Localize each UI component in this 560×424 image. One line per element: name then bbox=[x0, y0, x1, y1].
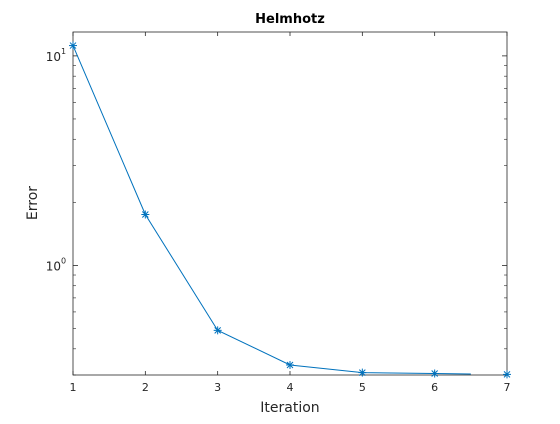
plot-area bbox=[73, 32, 507, 375]
x-tick-label: 2 bbox=[142, 381, 149, 394]
data-point-marker bbox=[69, 42, 77, 50]
y-tick-label-exponent: 1 bbox=[61, 47, 66, 56]
data-point-marker bbox=[141, 211, 149, 219]
y-tick-label: 10 bbox=[46, 50, 61, 64]
x-tick-label: 6 bbox=[431, 381, 438, 394]
data-point-marker bbox=[431, 370, 439, 378]
x-tick-label: 1 bbox=[70, 381, 77, 394]
x-tick-label: 5 bbox=[359, 381, 366, 394]
data-point-marker bbox=[286, 361, 294, 369]
data-point-marker bbox=[358, 369, 366, 377]
x-tick-label: 7 bbox=[504, 381, 511, 394]
x-tick-label: 4 bbox=[287, 381, 294, 394]
data-point-marker bbox=[214, 326, 222, 334]
y-axis-label: Error bbox=[25, 186, 41, 220]
data-point-marker bbox=[503, 370, 511, 378]
y-tick-label: 10 bbox=[46, 259, 61, 273]
chart-title: Helmhotz bbox=[255, 12, 325, 27]
x-axis-label: Iteration bbox=[260, 400, 319, 416]
y-tick-label-exponent: 0 bbox=[61, 256, 66, 265]
x-tick-label: 3 bbox=[214, 381, 221, 394]
